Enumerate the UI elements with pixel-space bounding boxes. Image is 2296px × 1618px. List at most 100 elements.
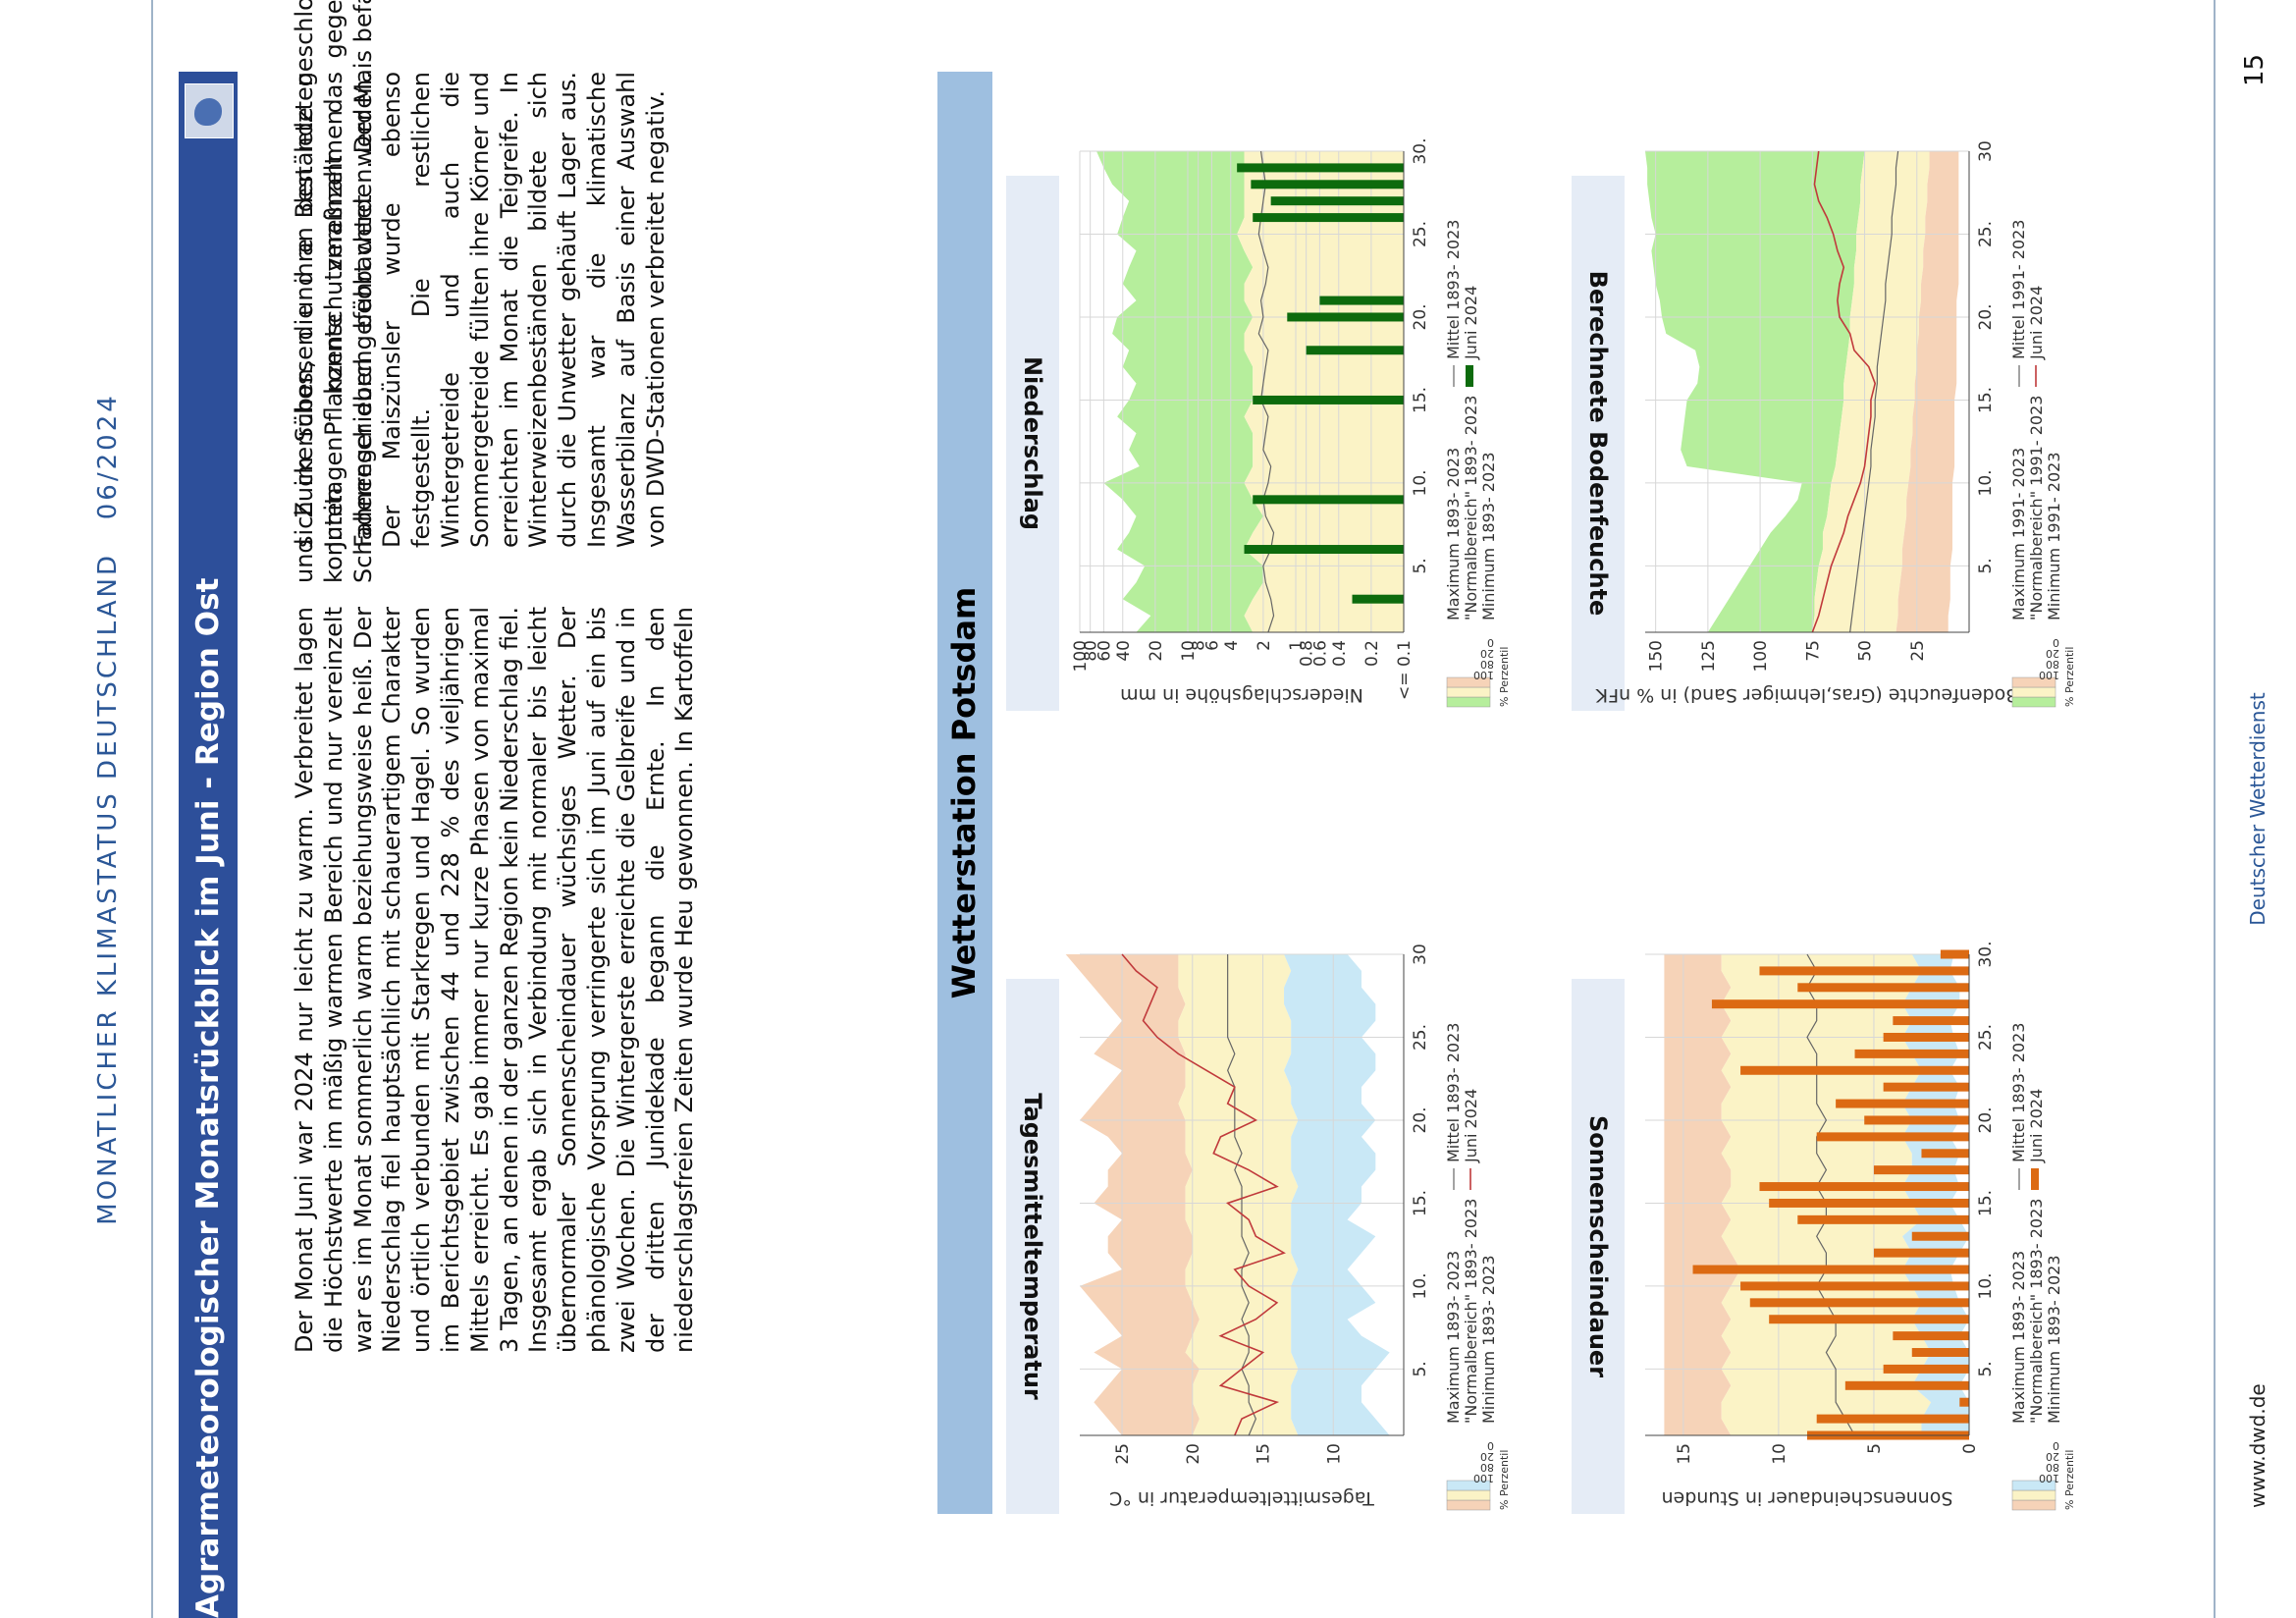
legend-percentile-tick: 100 bbox=[2039, 1472, 2059, 1484]
legend-percentile-swatch bbox=[2011, 696, 2056, 708]
bar-juni-2024 bbox=[1893, 1016, 1969, 1026]
y-tick-label: 100 bbox=[1751, 640, 1771, 672]
bar-juni-2024 bbox=[1352, 594, 1404, 604]
band-maximum bbox=[1065, 954, 1200, 1435]
bar-juni-2024 bbox=[1836, 1099, 1969, 1108]
footer-publisher: Deutscher Wetterdienst bbox=[2246, 692, 2269, 926]
legend-percentile-swatch bbox=[2011, 686, 2056, 698]
chart-temperature: 10 15 20 25 5. 10. 15. 20. 25. 30 Tagesmitteltempe… bbox=[1065, 935, 1561, 1514]
y-tick-label: 0.4 bbox=[1330, 640, 1350, 667]
legend-percentile-tick: 80 bbox=[1480, 658, 1494, 671]
legend-band-label: "Normalbereich" 1893- 2023 bbox=[1462, 396, 1480, 620]
legend-percentile-tick: 20 bbox=[2046, 647, 2059, 660]
band-minimum bbox=[1896, 151, 1959, 632]
bar-juni-2024 bbox=[1769, 1198, 1969, 1208]
legend-band-label: Maximum 1991- 2023 bbox=[2009, 448, 2028, 620]
y-tick-label: 80 bbox=[1082, 640, 1101, 662]
bar-juni-2024 bbox=[1759, 1182, 1970, 1192]
y-tick-label: 125 bbox=[1699, 640, 1719, 672]
chart-soil: 25 50 75 100 125 150 5. 10. 15. 20. 25. 30 Bodenfeuc… bbox=[1595, 132, 2126, 711]
x-tick-label: 25. bbox=[1976, 221, 1996, 247]
y-tick-label: 25 bbox=[1908, 640, 1928, 662]
y-tick-label: 8 bbox=[1190, 640, 1209, 651]
issue-label: 06/2024 bbox=[93, 393, 123, 520]
y-tick-label: 2 bbox=[1255, 640, 1274, 651]
legend-percentile-tick: 100 bbox=[1473, 1472, 1494, 1484]
x-tick-label: 20. bbox=[1411, 1106, 1430, 1133]
band-maximum bbox=[1645, 151, 1865, 632]
y-tick-label: 20 bbox=[1147, 640, 1166, 662]
legend-percentile-swatch bbox=[1446, 696, 1491, 708]
section-title: Agrarmeteorologischer Monatsrückblick im… bbox=[190, 577, 226, 1618]
legend-series-swatch bbox=[1466, 365, 1473, 387]
band-normal bbox=[1721, 954, 1932, 1435]
legend-percentile-tick: 80 bbox=[2046, 658, 2059, 671]
bar-juni-2024 bbox=[1864, 1115, 1969, 1125]
y-axis-label: Sonnenscheindauer in Stunden bbox=[1662, 1487, 1953, 1509]
x-tick-label: 20. bbox=[1976, 1106, 1996, 1133]
x-tick-label: 5. bbox=[1411, 1361, 1430, 1376]
legend-percentile-swatch bbox=[1446, 676, 1491, 688]
bar-juni-2024 bbox=[1270, 196, 1404, 206]
bar-juni-2024 bbox=[1911, 1348, 1970, 1358]
legend-mean-label: Mittel 1893- 2023 bbox=[1444, 1023, 1463, 1162]
legend-percentile-swatch bbox=[2011, 1480, 2056, 1491]
x-tick-label: 25. bbox=[1411, 1024, 1430, 1051]
y-tick-label: 0.8 bbox=[1298, 640, 1317, 667]
legend-percentile-tick: 0 bbox=[2053, 1439, 2059, 1452]
x-tick-label: 15. bbox=[1411, 387, 1430, 413]
legend-percentile-swatch bbox=[1446, 686, 1491, 698]
y-axis-label: Niederschlagshöhe in mm bbox=[1120, 684, 1363, 706]
page-number: 15 bbox=[2240, 53, 2269, 86]
y-tick-label: 10 bbox=[1770, 1443, 1789, 1465]
bar-juni-2024 bbox=[1883, 1082, 1970, 1092]
y-tick-label: 150 bbox=[1647, 640, 1667, 672]
y-tick-label: 5 bbox=[1865, 1443, 1885, 1454]
x-tick-label: 30. bbox=[1411, 137, 1430, 164]
legend-percentile-swatch bbox=[2011, 1489, 2056, 1501]
bar-juni-2024 bbox=[1816, 1414, 1969, 1424]
y-axis-label: Bodenfeuchte (Gras,lehmiger Sand) in % n… bbox=[1595, 684, 2018, 706]
legend-percentile-title: % Perzentil bbox=[2063, 647, 2076, 707]
y-tick-label: 60 bbox=[1095, 640, 1114, 662]
mean-line bbox=[1227, 954, 1256, 1436]
bar-juni-2024 bbox=[1883, 1364, 1970, 1374]
legend-percentile-tick: 0 bbox=[1487, 636, 1494, 649]
band-normal bbox=[1178, 954, 1299, 1435]
y-tick-label: 40 bbox=[1114, 640, 1134, 662]
bar-juni-2024 bbox=[1319, 296, 1404, 305]
mean-line bbox=[1806, 953, 1856, 1436]
panel-title-sunshine: Sonnenscheindauer bbox=[1572, 979, 1625, 1514]
band-normal bbox=[1812, 151, 1930, 632]
legend-band-label: "Normalbereich" 1991- 2023 bbox=[2027, 396, 2046, 620]
x-tick-label: 20. bbox=[1411, 303, 1430, 330]
y-tick-label: 6 bbox=[1202, 640, 1222, 651]
bar-juni-2024 bbox=[1749, 1298, 1969, 1308]
mean-line bbox=[1849, 150, 1899, 633]
x-tick-label: 10. bbox=[1976, 469, 1996, 496]
x-tick-label: 20. bbox=[1976, 303, 1996, 330]
y-tick-label: 50 bbox=[1856, 640, 1876, 662]
legend-percentile-swatch bbox=[2011, 1499, 2056, 1511]
y-tick-label: 75 bbox=[1803, 640, 1823, 662]
x-tick-label: 15. bbox=[1976, 1190, 1996, 1216]
panel-title-temperature: Tagesmitteltemperatur bbox=[1006, 979, 1059, 1514]
chart-temperature-svg: 10 15 20 25 5. 10. 15. 20. 25. 30 Tagesmitteltempe… bbox=[1065, 944, 1511, 1511]
legend-band-label: Minimum 1991- 2023 bbox=[2045, 452, 2063, 620]
bar-juni-2024 bbox=[1244, 545, 1404, 555]
chart-precipitation-svg: <= 0.10.20.40.60.81246810204060801005.10… bbox=[1071, 137, 1511, 708]
y-tick-label: 4 bbox=[1222, 640, 1242, 651]
bar-juni-2024 bbox=[1769, 1315, 1969, 1324]
running-header: MONATLICHER KLIMASTATUS DEUTSCHLAND 06/2… bbox=[93, 0, 123, 1618]
legend-band-label: Minimum 1893- 2023 bbox=[1479, 452, 1498, 620]
bar-juni-2024 bbox=[1253, 213, 1404, 223]
x-tick-label: 10. bbox=[1976, 1272, 1996, 1299]
legend-series-label: Juni 2024 bbox=[1462, 286, 1480, 360]
x-tick-label: 30. bbox=[1976, 941, 1996, 967]
legend-percentile-swatch bbox=[1446, 1480, 1491, 1491]
bar-juni-2024 bbox=[1287, 312, 1405, 322]
y-tick-label: 25 bbox=[1113, 1443, 1133, 1465]
legend-percentile-tick: 20 bbox=[2046, 1450, 2059, 1463]
legend-band-label: Maximum 1893- 2023 bbox=[1444, 448, 1463, 620]
